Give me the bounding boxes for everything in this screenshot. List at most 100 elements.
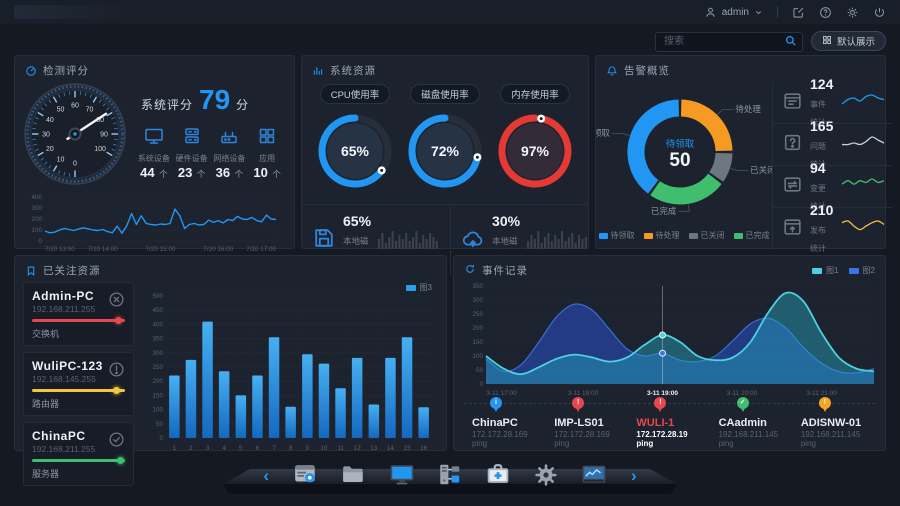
chevron-down-icon (754, 8, 763, 17)
svg-text:500: 500 (152, 293, 163, 300)
svg-text:5: 5 (239, 445, 243, 452)
alert-legend: 待领取 待处理 已关闭 已完成 (596, 230, 772, 241)
svg-text:14: 14 (387, 445, 395, 452)
svg-text:待领取: 待领取 (596, 128, 610, 138)
event-imp-ls01[interactable]: IMP-LS01 172.172.28.169 ping (554, 417, 610, 448)
stat-system-devices[interactable]: 系统设备 44 个 (135, 126, 173, 182)
panel-title: 告警概览 (596, 56, 885, 82)
monitor-icon (144, 126, 164, 146)
svg-text:200: 200 (152, 378, 163, 385)
svg-text:待处理: 待处理 (735, 104, 761, 114)
resource-admin-pc[interactable]: Admin-PC 192.168.211.255 交换机 (23, 282, 134, 346)
stat-applications[interactable]: 应用 10 个 (248, 126, 286, 182)
legend-pending-claim[interactable]: 待领取 (598, 230, 635, 241)
svg-text:200: 200 (472, 325, 483, 332)
grid-icon (822, 35, 832, 48)
releases-sparkline (840, 218, 886, 240)
svg-text:1: 1 (173, 445, 177, 452)
svg-text:100: 100 (472, 353, 483, 360)
svg-text:100: 100 (152, 407, 163, 414)
event-marker-icon[interactable]: ✓ (736, 397, 749, 412)
svg-text:16: 16 (420, 445, 428, 452)
cloud-icon (461, 226, 485, 255)
kpi-releases[interactable]: 210 发布统计 (773, 202, 892, 253)
legend-completed[interactable]: 已完成 (733, 230, 770, 241)
panel-detection-score: 检测评分 0 10 20 30 40 50 60 70 80 90 100 系统评分 79 分 系统… (14, 55, 295, 253)
event-marker-icon[interactable]: i (490, 397, 502, 412)
score-gauge: 0 10 20 30 40 50 60 70 80 90 100 (23, 82, 127, 191)
app-logo (14, 5, 134, 19)
search-icon[interactable] (784, 34, 797, 52)
svg-text:7/20 14:00: 7/20 14:00 (88, 246, 118, 253)
network-icon[interactable] (437, 462, 463, 488)
panel-title: 事件记录 (464, 263, 528, 278)
medkit-icon[interactable] (485, 462, 511, 488)
topbar-divider (777, 6, 778, 18)
compose-button[interactable] (792, 6, 805, 19)
event-marker-icon[interactable]: ! (654, 397, 667, 412)
event-wuli-1[interactable]: WULI-1 172.172.28.19 ping (636, 417, 688, 448)
disk-d-sparkbars (527, 226, 589, 255)
panel-title: 系统资源 (302, 56, 588, 82)
svg-text:100: 100 (94, 146, 106, 153)
device-stats: 系统设备 44 个 硬件设备 23 个 网络设备 36 个 (135, 126, 286, 182)
dock-scroll-right[interactable]: › (631, 465, 637, 485)
svg-text:200: 200 (31, 216, 42, 223)
event-marker-icon[interactable]: ! (818, 397, 831, 412)
panel-title: 已关注资源 (15, 256, 446, 282)
svg-text:400: 400 (152, 321, 163, 328)
svg-text:250: 250 (472, 311, 483, 318)
svg-text:2: 2 (189, 445, 193, 452)
search-input[interactable] (654, 31, 803, 52)
circle-x-icon (108, 291, 125, 313)
svg-text:50: 50 (57, 106, 65, 113)
legend-pending-handle[interactable]: 待处理 (643, 230, 680, 241)
toolbar: 默认展示 (654, 31, 886, 52)
resource-chinapc[interactable]: ChinaPC 192.168.211.255 服务器 (23, 422, 134, 486)
gear-icon[interactable] (533, 462, 559, 488)
svg-text:6: 6 (256, 445, 260, 452)
svg-text:已关闭: 已关闭 (750, 165, 772, 175)
legend-chart3[interactable]: 图3 (405, 282, 432, 293)
svg-text:7/20 15:00: 7/20 15:00 (146, 246, 176, 253)
default-view-button[interactable]: 默认展示 (810, 31, 886, 52)
svg-text:10: 10 (57, 157, 65, 164)
legend-chart1[interactable]: 图1 (812, 265, 839, 276)
system-score: 系统评分 79 分 (135, 86, 286, 114)
monitor-icon[interactable] (389, 462, 415, 488)
svg-text:20: 20 (46, 146, 54, 153)
circle-exclaim-icon (108, 361, 125, 383)
resource-wulipc[interactable]: WuliPC-123 192.168.145.255 路由器 (23, 352, 134, 416)
event-chinapc[interactable]: ChinaPC 172.172.28.169 ping (472, 417, 528, 448)
panel-alert-overview: 告警概览 待处理已关闭已完成待领取待领取50 待领取 待处理 已关闭 已完成 1… (584, 55, 893, 253)
user-menu[interactable]: admin (704, 6, 763, 19)
search-box (654, 31, 803, 52)
svg-text:7/20 16:00: 7/20 16:00 (203, 246, 233, 253)
event-stat-icon (782, 90, 803, 116)
memory-usage-ring: 97% (494, 110, 576, 197)
svg-text:3-11 19:00: 3-11 19:00 (647, 390, 678, 397)
svg-text:90: 90 (100, 131, 108, 138)
kpi-problems[interactable]: 165 问题统计 (773, 118, 893, 169)
bookmark-icon (25, 265, 37, 277)
app-window-icon[interactable] (293, 462, 319, 488)
dock-scroll-left[interactable]: ‹ (263, 465, 269, 485)
kpi-changes[interactable]: 94 变更统计 (773, 160, 893, 211)
svg-text:3-11 20:00: 3-11 20:00 (727, 390, 758, 397)
stat-network-devices[interactable]: 网络设备 36 个 (211, 126, 249, 182)
svg-text:7: 7 (272, 445, 276, 452)
event-caadmin[interactable]: CAadmin 192.168.211.145 ping (718, 417, 779, 448)
event-marker-icon[interactable]: ! (572, 397, 585, 412)
legend-closed[interactable]: 已关闭 (688, 230, 725, 241)
help-button[interactable] (819, 6, 832, 19)
legend-chart2[interactable]: 图2 (848, 265, 875, 276)
svg-text:100: 100 (31, 227, 42, 234)
brightness-button[interactable] (846, 6, 859, 19)
stat-hardware-devices[interactable]: 硬件设备 23 个 (173, 126, 211, 182)
svg-text:50: 50 (669, 150, 690, 171)
event-adisnw-01[interactable]: ADISNW-01 192.168.211.145 ping (800, 417, 862, 448)
power-button[interactable] (873, 6, 886, 19)
monitor-chart-icon[interactable] (581, 462, 607, 488)
kpi-events[interactable]: 124 事件统计 (773, 76, 893, 127)
folder-icon[interactable] (341, 462, 367, 488)
